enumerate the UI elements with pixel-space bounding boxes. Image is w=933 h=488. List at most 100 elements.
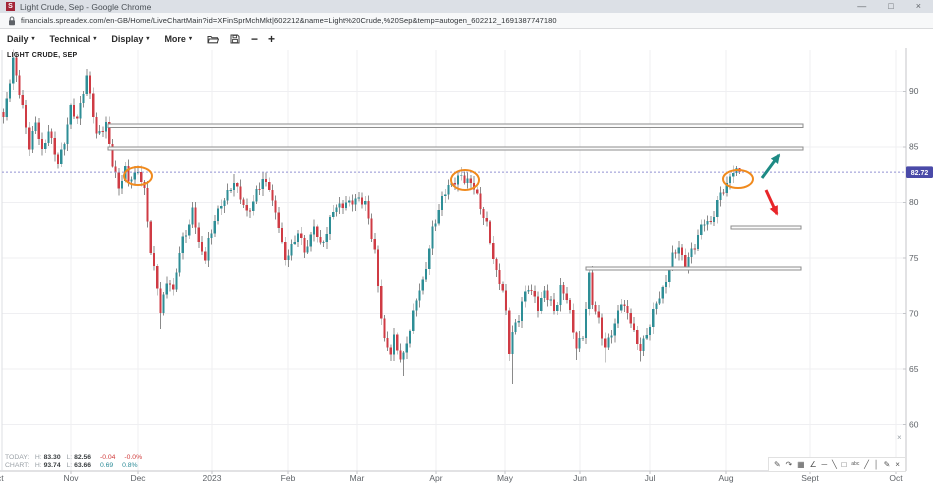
close-button[interactable]: ×	[915, 1, 921, 11]
candle	[47, 131, 50, 143]
candle	[360, 197, 364, 205]
candle	[149, 221, 152, 253]
level-lines[interactable]	[107, 123, 804, 271]
chart-low-value: 63.66	[74, 462, 92, 469]
breakout-up-arrow	[760, 153, 781, 179]
candle	[514, 322, 517, 333]
level-line-support-mid	[585, 266, 802, 271]
y-axis-price-label: 90	[909, 86, 919, 96]
save-chart-button[interactable]	[230, 34, 240, 44]
trendline-tool-icon[interactable]: ╲	[831, 460, 837, 469]
ray-tool-icon[interactable]: ╱	[864, 460, 869, 469]
window-controls: — □ ×	[857, 1, 921, 12]
instrument-label: LIGHT CRUDE, SEP	[7, 52, 78, 59]
annotations[interactable]	[123, 153, 781, 216]
address-bar[interactable]: financials.spreadex.com/en-GB/Home/LiveC…	[0, 13, 933, 29]
chart-close-icon[interactable]: ×	[897, 433, 902, 442]
candle	[556, 305, 559, 312]
candle	[530, 290, 533, 291]
chevron-down-icon: ▾	[31, 36, 35, 42]
x-axis-month-label: Jun	[573, 473, 587, 483]
axes: Oct Nov Dec 2023 Feb Mar Apr May Jun Jul Aug Sept Oc…	[0, 48, 919, 483]
candle	[348, 200, 351, 203]
candle	[549, 299, 552, 301]
text-tool-icon[interactable]: abc	[851, 461, 860, 467]
candle	[130, 179, 133, 182]
candle	[671, 252, 674, 270]
candle	[40, 138, 44, 150]
minimize-button[interactable]: —	[857, 1, 867, 11]
candle	[466, 178, 469, 184]
x-axis-month-label: Oct	[0, 473, 4, 483]
low-label: L:	[66, 462, 73, 469]
candle	[719, 192, 722, 201]
candle	[632, 323, 636, 330]
rectangle-tool-icon[interactable]: □	[841, 460, 847, 469]
zoom-out-button[interactable]: −	[250, 31, 258, 46]
horizontal-line-tool-icon[interactable]: ─	[821, 460, 828, 469]
candle	[303, 238, 306, 253]
url-text: financials.spreadex.com/en-GB/Home/LiveC…	[21, 16, 557, 25]
angle-lines-tool-icon[interactable]: ∠	[809, 460, 817, 469]
highlight-circle-apr	[450, 169, 480, 191]
candle	[245, 205, 248, 211]
menu-timeframe[interactable]: Daily ▾	[7, 34, 35, 44]
menu-more-label: More	[164, 33, 186, 44]
candle	[191, 207, 194, 225]
candle	[306, 246, 309, 253]
candle	[456, 175, 460, 185]
candle	[389, 347, 392, 355]
x-axis-month-label: Oct	[889, 473, 903, 483]
candle	[85, 75, 88, 95]
open-chart-button[interactable]	[207, 34, 219, 44]
candle	[232, 183, 236, 191]
today-label: TODAY:	[5, 454, 30, 461]
x-axis-month-label: Aug	[718, 473, 733, 483]
candle	[309, 234, 312, 247]
y-axis-price-label: 80	[909, 197, 919, 207]
menu-display[interactable]: Display ▾	[111, 34, 149, 44]
close-drawbar-icon[interactable]: ×	[895, 460, 900, 469]
candle	[629, 312, 632, 324]
maximize-button[interactable]: □	[888, 1, 894, 11]
drawing-toolbar: ✎ ↷ ▦ ∠ ─ ╲ □ abc ╱ │ ✎ ×	[768, 457, 906, 472]
chart-high-value: 93.74	[43, 462, 61, 469]
candle	[437, 209, 440, 224]
candle	[325, 233, 328, 243]
candle	[98, 131, 101, 134]
price-chart-canvas[interactable]: Oct Nov Dec 2023 Feb Mar Apr May Jun Jul Aug Sept Oc…	[0, 48, 933, 488]
brush-tool-icon[interactable]: ✎	[883, 460, 891, 469]
menu-technical[interactable]: Technical ▾	[50, 34, 97, 44]
window-titlebar: S Light Crude, Sep - Google Chrome — □ ×	[0, 0, 933, 13]
candle	[655, 303, 658, 310]
level-line-resistance-lower	[107, 146, 804, 151]
candle	[623, 304, 626, 307]
redo-tool-icon[interactable]: ↷	[785, 460, 793, 469]
candle	[552, 299, 556, 312]
chart-area[interactable]: Oct Nov Dec 2023 Feb Mar Apr May Jun Jul Aug Sept Oc…	[0, 48, 933, 488]
highlight-circle-dec	[123, 166, 153, 186]
candle	[648, 327, 652, 335]
candle	[181, 236, 184, 253]
grid-tool-icon[interactable]: ▦	[797, 460, 805, 469]
pen-tool-icon[interactable]: ✎	[774, 460, 781, 469]
x-axis-month-label: Dec	[130, 473, 146, 483]
candle	[488, 221, 492, 244]
candle	[335, 207, 338, 212]
candle	[693, 248, 696, 250]
window-title: Light Crude, Sep - Google Chrome	[20, 1, 152, 12]
candle	[616, 310, 620, 324]
candle	[364, 201, 367, 205]
vertical-line-tool-icon[interactable]: │	[873, 460, 879, 469]
candle	[344, 202, 348, 208]
candle	[271, 190, 274, 201]
candle	[92, 93, 95, 117]
zoom-in-button[interactable]: +	[267, 31, 275, 46]
candle	[674, 252, 677, 254]
candle	[380, 285, 383, 319]
candle	[562, 284, 565, 294]
candle	[543, 290, 546, 298]
menu-more[interactable]: More ▾	[164, 34, 192, 44]
spreadex-favicon-icon: S	[6, 2, 15, 11]
candle	[527, 290, 530, 292]
